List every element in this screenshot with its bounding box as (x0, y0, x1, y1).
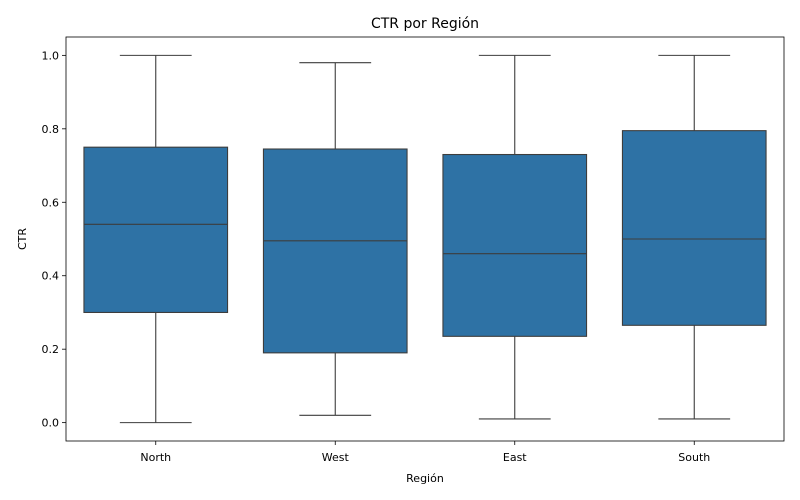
x-tick-label: West (322, 451, 350, 464)
y-tick-label: 0.4 (42, 270, 60, 283)
plot-area (65, 36, 785, 442)
iqr-box (621, 130, 767, 326)
chart-title: CTR por Región (371, 16, 479, 32)
box-north (83, 54, 229, 424)
box-south (621, 54, 767, 420)
iqr-box (83, 146, 229, 314)
iqr-box (442, 153, 588, 337)
y-axis-ticks: 0.0 0.2 0.4 0.6 0.8 1.0 (42, 49, 66, 430)
box-east (442, 54, 588, 420)
x-tick-label: South (678, 451, 710, 464)
x-tick-label: East (503, 451, 527, 464)
x-tick-label: North (140, 451, 171, 464)
y-tick-label: 0.2 (42, 343, 60, 356)
x-axis-ticks: North West East South (140, 441, 710, 464)
box-west (262, 62, 408, 416)
box-group (83, 54, 767, 424)
y-tick-label: 1.0 (42, 49, 60, 62)
y-tick-label: 0.0 (42, 417, 60, 430)
y-axis-label: CTR (16, 228, 29, 250)
y-tick-label: 0.8 (42, 123, 60, 136)
y-tick-label: 0.6 (42, 196, 60, 209)
x-axis-label: Región (406, 472, 444, 485)
iqr-box (262, 148, 408, 354)
